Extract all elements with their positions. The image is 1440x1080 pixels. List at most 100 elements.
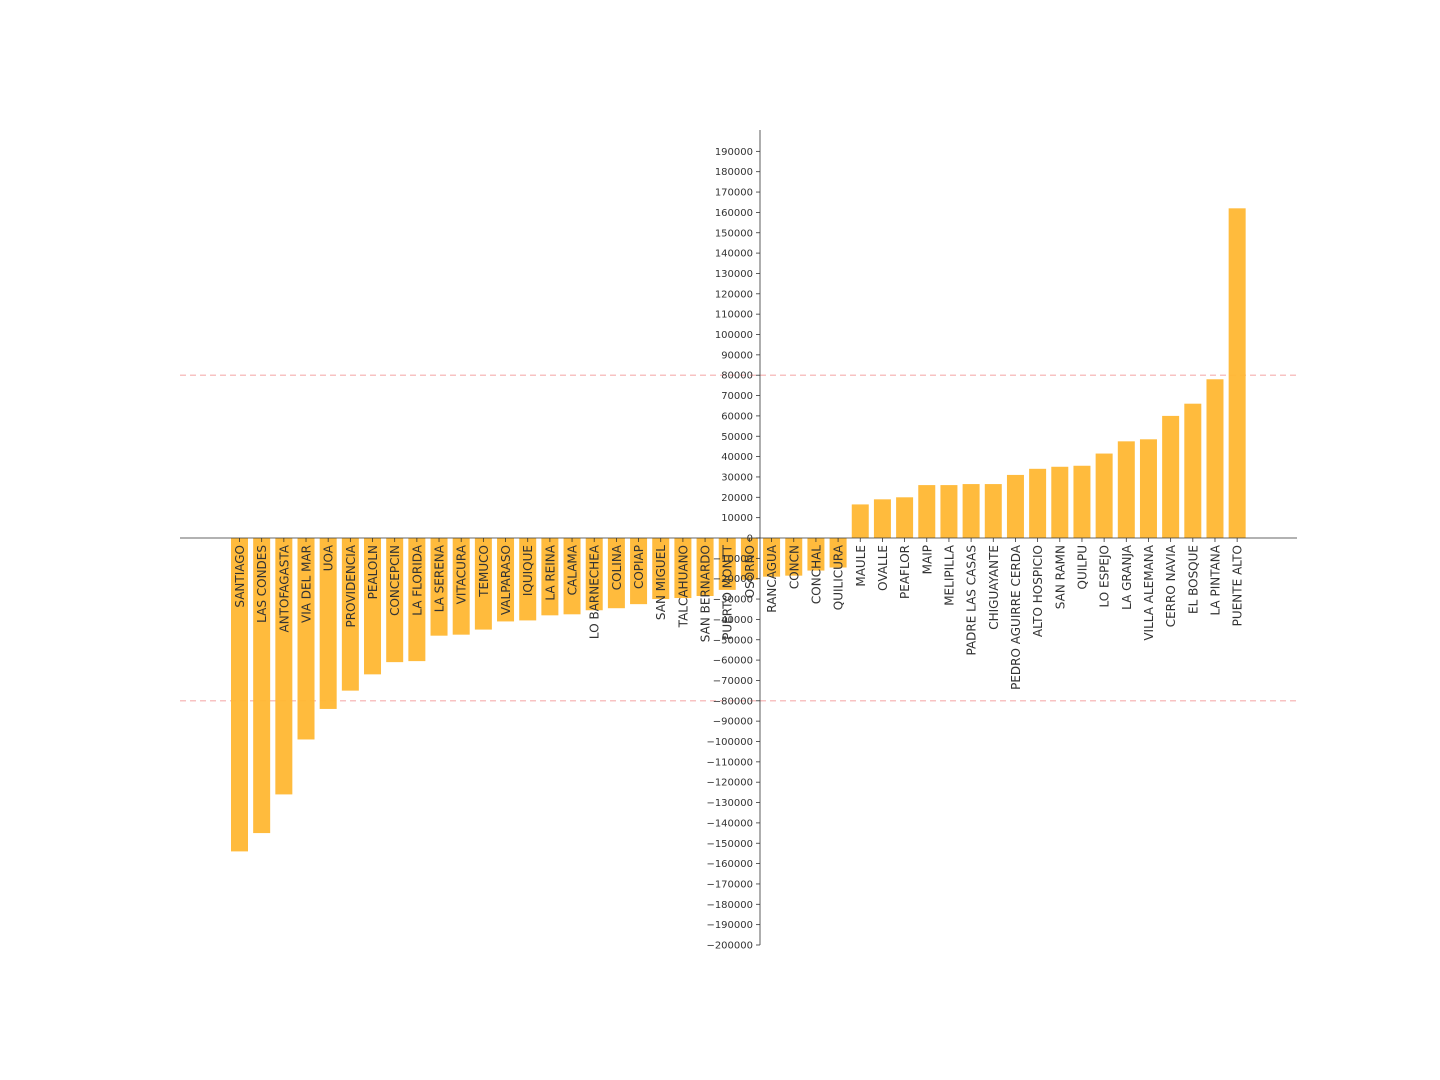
bar-26 bbox=[807, 538, 825, 571]
bar-11 bbox=[474, 538, 492, 630]
x-tick-label: LO BARNECHEA bbox=[588, 544, 602, 639]
y-tick-label: 180000 bbox=[715, 167, 753, 178]
x-tick-label: LAS CONDES bbox=[255, 545, 269, 623]
bar-19 bbox=[652, 538, 670, 600]
x-tick-label: LA GRANJA bbox=[1120, 544, 1134, 610]
bar-4 bbox=[319, 538, 337, 709]
x-tick-label: TALCAHUANO bbox=[676, 545, 690, 628]
axes bbox=[180, 130, 1297, 945]
x-tick-label: OVALLE bbox=[876, 545, 890, 591]
y-tick-label: −140000 bbox=[706, 818, 753, 829]
y-tick-label: −70000 bbox=[713, 676, 753, 687]
bar-14 bbox=[541, 538, 559, 616]
y-tick-label: −80000 bbox=[713, 696, 753, 707]
x-tick-label: PEALOLN bbox=[366, 545, 380, 599]
bar-1 bbox=[253, 538, 271, 834]
bar-41 bbox=[1139, 439, 1157, 538]
y-tick-label: −120000 bbox=[706, 778, 753, 789]
y-tick-label: 0 bbox=[747, 534, 753, 545]
bar-7 bbox=[386, 538, 404, 663]
bar-9 bbox=[430, 538, 448, 636]
bar-28 bbox=[851, 504, 869, 538]
y-tick-label: −200000 bbox=[706, 941, 753, 952]
x-tick-label: PEDRO AGUIRRE CERDA bbox=[1009, 544, 1023, 690]
y-tick-label: −100000 bbox=[706, 737, 753, 748]
y-tick-label: 170000 bbox=[715, 188, 753, 199]
bar-35 bbox=[1006, 474, 1024, 538]
y-tick-label: −90000 bbox=[713, 717, 753, 728]
y-tick-label: −20000 bbox=[713, 574, 753, 585]
x-tick-label: OSORNO bbox=[743, 545, 757, 598]
x-tick-label: UOA bbox=[322, 544, 336, 571]
y-tick-label: 130000 bbox=[715, 269, 753, 280]
y-tick-label: 10000 bbox=[721, 513, 753, 524]
x-tick-label: QUILICURA bbox=[832, 544, 846, 610]
x-tick-label: CONCN bbox=[787, 545, 801, 589]
x-tick-label: VILLA ALEMANA bbox=[1142, 544, 1156, 640]
bar-31 bbox=[918, 485, 936, 538]
bar-8 bbox=[408, 538, 426, 662]
x-tick-label: IQUIQUE bbox=[521, 545, 535, 596]
y-tick-label: −50000 bbox=[713, 635, 753, 646]
x-tick-label: VALPARASO bbox=[499, 545, 513, 615]
y-tick-label: −40000 bbox=[713, 615, 753, 626]
x-tick-label: CONCEPCIN bbox=[388, 545, 402, 616]
x-tick-label: ALTO HOSPICIO bbox=[1031, 545, 1045, 637]
x-tick-label: COLINA bbox=[610, 544, 624, 590]
bar-34 bbox=[984, 484, 1002, 538]
bar-13 bbox=[519, 538, 537, 621]
bar-17 bbox=[607, 538, 625, 609]
y-tick-label: −160000 bbox=[706, 859, 753, 870]
bar-32 bbox=[940, 485, 958, 538]
bar-22 bbox=[718, 538, 736, 590]
bar-33 bbox=[962, 484, 980, 538]
x-tick-label: SAN BERNARDO bbox=[699, 545, 713, 642]
y-tick-label: 110000 bbox=[715, 310, 753, 321]
x-tick-label: EL BOSQUE bbox=[1186, 545, 1200, 614]
y-tick-label: 30000 bbox=[721, 472, 753, 483]
bar-10 bbox=[452, 538, 470, 635]
x-tick-label: RANCAGUA bbox=[765, 544, 779, 612]
x-tick-label: MAULE bbox=[854, 545, 868, 587]
x-tick-label: PADRE LAS CASAS bbox=[965, 545, 979, 656]
x-tick-label: TEMUCO bbox=[477, 545, 491, 598]
bar-36 bbox=[1029, 468, 1047, 538]
x-tick-label: COPIAP bbox=[632, 545, 646, 589]
bar-23 bbox=[740, 538, 758, 580]
y-tick-label: 190000 bbox=[715, 147, 753, 158]
y-tick-label: 50000 bbox=[721, 432, 753, 443]
y-tick-label: −110000 bbox=[706, 757, 753, 768]
x-tick-label: LA SERENA bbox=[433, 544, 447, 612]
bar-24 bbox=[763, 538, 781, 577]
bar-40 bbox=[1117, 441, 1135, 538]
y-tick-label: 40000 bbox=[721, 452, 753, 463]
y-tick-label: −150000 bbox=[706, 839, 753, 850]
y-tick-label: 140000 bbox=[715, 249, 753, 260]
x-tick-label: VITACURA bbox=[455, 544, 469, 604]
x-tick-label: CERRO NAVIA bbox=[1164, 544, 1178, 627]
y-tick-label: 60000 bbox=[721, 411, 753, 422]
x-tick-label: MELIPILLA bbox=[942, 544, 956, 606]
bar-25 bbox=[785, 538, 803, 576]
y-tick-label: 160000 bbox=[715, 208, 753, 219]
x-tick-label: LA REINA bbox=[543, 544, 557, 600]
bar-2 bbox=[275, 538, 293, 795]
bar-21 bbox=[696, 538, 714, 596]
x-tick-label: CHIGUAYANTE bbox=[987, 545, 1001, 630]
bar-37 bbox=[1051, 466, 1069, 538]
bar-15 bbox=[563, 538, 581, 615]
bar-16 bbox=[585, 538, 603, 611]
x-tick-label: VIA DEL MAR bbox=[300, 545, 314, 623]
y-tick-label: 80000 bbox=[721, 371, 753, 382]
x-tick-label: SAN MIGUEL bbox=[654, 545, 668, 620]
x-tick-label: CONCHAL bbox=[809, 545, 823, 604]
bar-43 bbox=[1184, 403, 1202, 538]
y-tick-label: 100000 bbox=[715, 330, 753, 341]
bar-6 bbox=[364, 538, 382, 675]
x-tick-label: ANTOFAGASTA bbox=[277, 544, 291, 632]
y-tick-label: 90000 bbox=[721, 350, 753, 361]
x-axis-labels: SANTIAGO LAS CONDES ANTOFAGASTA VIA DEL MAR… bbox=[233, 538, 1245, 690]
y-tick-label: −170000 bbox=[706, 879, 753, 890]
